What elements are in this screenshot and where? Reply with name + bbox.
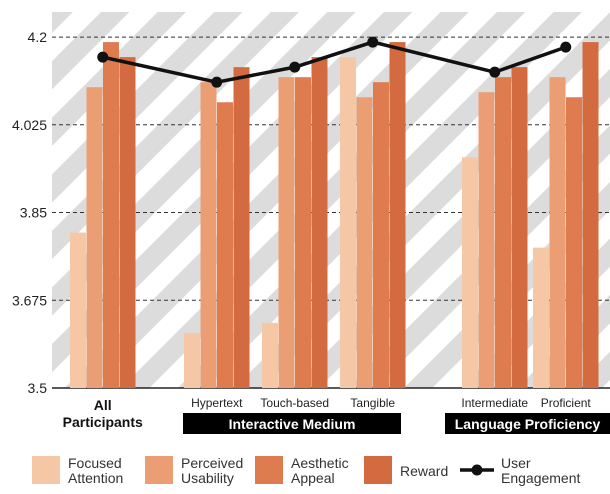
legend-label: User [501, 455, 531, 471]
legend-label: Reward [400, 463, 448, 479]
y-tick-label: 3.675 [12, 292, 47, 308]
engagement-point [489, 66, 501, 78]
bar-aesthetic-appeal [295, 77, 311, 388]
bar-focused-attention [340, 57, 356, 388]
bar-perceived-usability [549, 77, 566, 388]
engagement-point [211, 76, 223, 88]
x-tick-label: Intermediate [461, 396, 528, 410]
engagement-line-path [102, 40, 567, 84]
bar-aesthetic-appeal [566, 97, 582, 388]
legend-label: Engagement [501, 470, 581, 486]
bar-focused-attention [462, 157, 478, 388]
bar-reward [511, 67, 528, 388]
bar-perceived-usability [86, 87, 103, 388]
legend-swatch-perceived-usability [145, 456, 173, 484]
bar-reward [119, 57, 136, 388]
bar-perceived-usability [278, 77, 295, 388]
y-tick-label: 3.5 [28, 380, 48, 396]
legend-swatch-point [471, 464, 483, 476]
bar-focused-attention [262, 322, 278, 388]
x-tick-label: Participants [63, 414, 143, 430]
x-tick-label: Tangible [350, 396, 395, 410]
bar-perceived-usability [200, 82, 217, 388]
x-tick-label: Proficient [541, 396, 592, 410]
engagement-line [97, 36, 572, 88]
bar-reward [582, 42, 599, 388]
bar-reward [233, 67, 250, 388]
bar-aesthetic-appeal [373, 82, 389, 388]
bar-perceived-usability [356, 97, 373, 388]
engagement-point [289, 61, 301, 73]
x-tick-label: Touch-based [260, 396, 329, 410]
group-banner [445, 413, 610, 434]
y-tick-label: 4.025 [12, 117, 47, 133]
engagement-point [367, 36, 379, 48]
bar-aesthetic-appeal [495, 77, 511, 388]
x-tick-label: All [94, 397, 112, 413]
legend-swatch-aesthetic-appeal [255, 456, 283, 484]
engagement-point [97, 51, 109, 63]
legend-swatch-focused-attention [32, 456, 60, 484]
bar-reward [311, 57, 328, 388]
engagement-point [560, 41, 572, 53]
bar-focused-attention [70, 232, 86, 388]
bar-aesthetic-appeal [103, 42, 119, 388]
legend-label: Aesthetic [291, 455, 349, 471]
bars [70, 42, 599, 388]
group-label: Interactive Medium [229, 416, 356, 432]
group-label: Language Proficiency [455, 416, 601, 432]
y-tick-label: 3.85 [20, 205, 47, 221]
bar-focused-attention [533, 247, 549, 388]
bar-reward [389, 42, 406, 388]
bar-focused-attention [184, 332, 200, 388]
legend-swatch-reward [364, 456, 392, 484]
bar-perceived-usability [478, 92, 495, 388]
legend-label: Appeal [291, 470, 335, 486]
legend-label: Focused [68, 455, 122, 471]
y-tick-label: 4.2 [28, 29, 48, 45]
legend-label: Perceived [181, 455, 243, 471]
group-banner [183, 413, 401, 434]
bar-aesthetic-appeal [217, 102, 233, 388]
x-tick-label: Hypertext [191, 396, 243, 410]
legend-label: Usability [181, 470, 234, 486]
legend-label: Attention [68, 470, 123, 486]
